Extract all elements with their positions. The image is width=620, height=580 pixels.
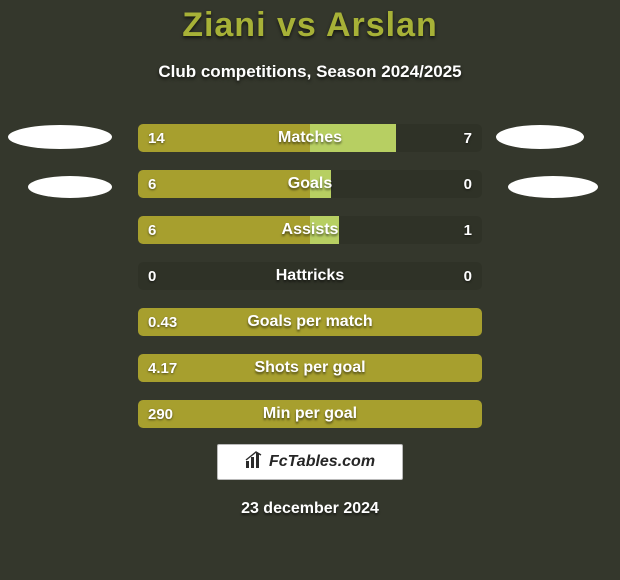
player-badge-ellipse: [28, 176, 112, 198]
stat-row-value-right: 0: [464, 262, 472, 290]
stat-row-value-left: 6: [148, 170, 156, 198]
player-badge-ellipse: [508, 176, 598, 198]
stat-row-label: Assists: [138, 216, 482, 244]
stat-row: Goals6 0: [138, 170, 482, 198]
stat-row: Min per goal290: [138, 400, 482, 428]
player-badge-ellipse: [8, 125, 112, 149]
subtitle: Club competitions, Season 2024/2025: [0, 62, 620, 82]
stat-row: Assists6 1: [138, 216, 482, 244]
stat-row-label: Shots per goal: [138, 354, 482, 382]
stat-row-label: Goals: [138, 170, 482, 198]
stat-row-value-right: 1: [464, 216, 472, 244]
stat-row-label: Hattricks: [138, 262, 482, 290]
stat-row: Hattricks0 0: [138, 262, 482, 290]
stat-row-value-left: 0.43: [148, 308, 177, 336]
stat-row: Shots per goal4.17: [138, 354, 482, 382]
stat-row: Goals per match0.43: [138, 308, 482, 336]
stat-row-label: Min per goal: [138, 400, 482, 428]
stat-row-label: Matches: [138, 124, 482, 152]
stat-row-value-left: 6: [148, 216, 156, 244]
stat-row-value-left: 4.17: [148, 354, 177, 382]
stat-row-value-right: 7: [464, 124, 472, 152]
comparison-infographic: Ziani vs Arslan Club competitions, Seaso…: [0, 0, 620, 580]
stat-row-value-left: 0: [148, 262, 156, 290]
stat-row-label: Goals per match: [138, 308, 482, 336]
stat-row-value-left: 290: [148, 400, 173, 428]
chart-icon: [245, 451, 263, 474]
stat-row-value-left: 14: [148, 124, 165, 152]
stat-row-value-right: 0: [464, 170, 472, 198]
page-title: Ziani vs Arslan: [0, 6, 620, 45]
date-text: 23 december 2024: [0, 500, 620, 518]
branding-text: FcTables.com: [269, 453, 375, 471]
stat-rows: Matches147Goals60Assists61Hattricks00Goa…: [138, 124, 482, 446]
branding-badge: FcTables.com: [217, 444, 403, 480]
stat-row: Matches14 7: [138, 124, 482, 152]
player-badge-ellipse: [496, 125, 584, 149]
